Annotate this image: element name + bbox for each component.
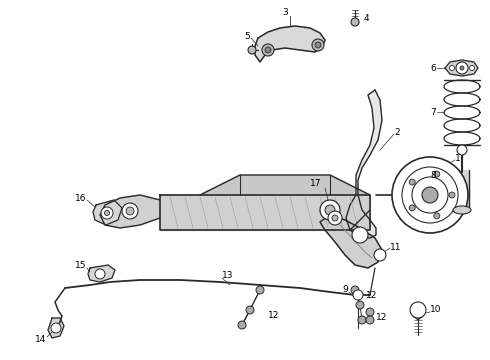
Circle shape — [412, 177, 448, 213]
Text: 15: 15 — [74, 261, 86, 270]
Circle shape — [320, 200, 340, 220]
Circle shape — [312, 39, 324, 51]
Polygon shape — [88, 265, 115, 282]
Circle shape — [238, 321, 246, 329]
Circle shape — [374, 249, 386, 261]
Circle shape — [449, 192, 455, 198]
Circle shape — [456, 62, 468, 74]
Text: 4: 4 — [364, 14, 369, 23]
Circle shape — [352, 227, 368, 243]
Polygon shape — [48, 318, 64, 338]
Circle shape — [422, 187, 438, 203]
Polygon shape — [320, 215, 382, 268]
Polygon shape — [445, 60, 478, 76]
Circle shape — [358, 316, 366, 324]
Circle shape — [246, 306, 254, 314]
Polygon shape — [255, 26, 325, 62]
Text: 12: 12 — [366, 291, 377, 300]
Circle shape — [126, 207, 134, 215]
Text: 8: 8 — [430, 171, 436, 180]
Polygon shape — [100, 195, 160, 228]
Text: 9: 9 — [342, 285, 348, 294]
Circle shape — [315, 42, 321, 48]
Text: 17: 17 — [310, 179, 321, 188]
Text: 1: 1 — [455, 153, 461, 162]
Polygon shape — [93, 200, 122, 225]
Circle shape — [410, 302, 426, 318]
Polygon shape — [455, 170, 469, 210]
Circle shape — [402, 167, 458, 223]
Circle shape — [262, 44, 274, 56]
Circle shape — [457, 145, 467, 155]
Text: 3: 3 — [282, 8, 288, 17]
Circle shape — [469, 66, 474, 71]
Text: 14: 14 — [35, 336, 46, 345]
Circle shape — [409, 179, 415, 185]
Circle shape — [356, 301, 364, 309]
Circle shape — [328, 211, 342, 225]
Text: 13: 13 — [222, 270, 234, 279]
Circle shape — [351, 18, 359, 26]
Circle shape — [449, 66, 455, 71]
Polygon shape — [346, 90, 382, 238]
Ellipse shape — [453, 206, 471, 214]
Circle shape — [122, 203, 138, 219]
Circle shape — [248, 46, 256, 54]
Circle shape — [434, 213, 440, 219]
Polygon shape — [413, 302, 423, 320]
Circle shape — [51, 323, 61, 333]
Polygon shape — [160, 195, 370, 230]
Text: 12: 12 — [376, 314, 388, 323]
Circle shape — [351, 286, 359, 294]
Circle shape — [256, 286, 264, 294]
Circle shape — [366, 308, 374, 316]
Circle shape — [95, 269, 105, 279]
Text: 16: 16 — [74, 194, 86, 202]
Text: 7: 7 — [430, 108, 436, 117]
Text: 10: 10 — [430, 306, 441, 315]
Circle shape — [265, 47, 271, 53]
Circle shape — [366, 316, 374, 324]
Circle shape — [353, 290, 363, 300]
Polygon shape — [200, 175, 370, 195]
Text: 11: 11 — [390, 243, 401, 252]
Circle shape — [460, 66, 464, 70]
Circle shape — [101, 207, 113, 219]
Circle shape — [392, 157, 468, 233]
Circle shape — [409, 205, 415, 211]
Text: 2: 2 — [394, 127, 400, 136]
Circle shape — [332, 215, 338, 221]
Circle shape — [104, 211, 109, 216]
Text: 6: 6 — [430, 63, 436, 72]
Circle shape — [325, 205, 335, 215]
Circle shape — [434, 171, 440, 177]
Text: 5: 5 — [244, 32, 250, 41]
Text: 12: 12 — [268, 310, 279, 320]
